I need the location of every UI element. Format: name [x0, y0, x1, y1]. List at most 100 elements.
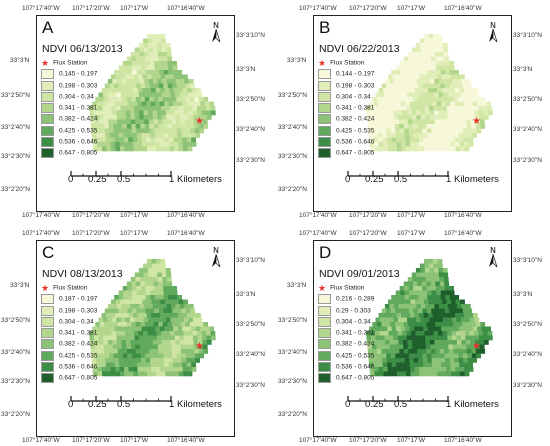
raster-pixel [175, 115, 181, 120]
raster-pixel [170, 110, 176, 116]
raster-pixel [371, 115, 377, 120]
raster-pixel [147, 34, 152, 39]
raster-pixel [440, 65, 446, 71]
raster-pixel [201, 106, 207, 111]
legend-label: 0.304 - 0.34 [336, 93, 371, 101]
raster-pixel [162, 322, 168, 327]
raster-pixel [411, 317, 417, 323]
raster-pixel [437, 313, 442, 318]
raster-pixel [409, 358, 414, 363]
raster-pixel [197, 331, 202, 336]
raster-pixel [140, 128, 146, 134]
raster-pixel [427, 133, 432, 138]
raster-pixel [385, 322, 391, 327]
left-latitude-label: 33°2'20"N [278, 411, 307, 418]
raster-pixel [148, 79, 154, 84]
raster-pixel [444, 56, 450, 62]
raster-pixel [156, 263, 162, 269]
raster-pixel [100, 133, 106, 138]
raster-pixel [449, 286, 454, 291]
raster-pixel [447, 79, 453, 84]
raster-pixel [422, 61, 427, 66]
raster-pixel [410, 142, 415, 147]
raster-pixel [425, 47, 431, 53]
top-longitude-label: 107°17'20"W [72, 230, 110, 237]
raster-pixel [174, 106, 180, 111]
raster-pixel [143, 331, 148, 336]
raster-pixel [481, 101, 487, 107]
raster-pixel [109, 133, 115, 138]
raster-pixel [103, 335, 108, 341]
raster-pixel [381, 349, 387, 354]
raster-pixel [445, 101, 451, 107]
raster-pixel [391, 358, 396, 363]
raster-pixel [420, 263, 425, 269]
raster-pixel [97, 146, 103, 152]
raster-pixel [108, 322, 114, 327]
raster-pixel [113, 97, 119, 102]
raster-pixel [183, 317, 189, 323]
raster-pixel [161, 38, 166, 44]
raster-pixel [137, 101, 142, 107]
raster-pixel [145, 290, 151, 296]
raster-pixel [438, 263, 443, 269]
raster-pixel [161, 263, 166, 269]
scale-label: Kilometers [177, 174, 222, 185]
raster-pixel [441, 326, 446, 332]
raster-pixel [401, 88, 406, 93]
raster-pixel [385, 344, 391, 350]
raster-pixel [440, 290, 446, 296]
raster-pixel [197, 335, 203, 341]
raster-pixel [460, 331, 466, 336]
raster-pixel [400, 326, 406, 332]
raster-pixel [369, 367, 375, 372]
raster-pixel [427, 358, 432, 363]
raster-pixel [461, 79, 467, 84]
raster-pixel [422, 295, 428, 300]
raster-pixel [186, 133, 191, 138]
raster-pixel [168, 65, 173, 71]
raster-pixel [114, 137, 120, 143]
raster-pixel [168, 70, 173, 75]
left-latitude-label: 33°2'30"N [1, 378, 30, 385]
raster-pixel [167, 349, 173, 354]
raster-pixel [171, 97, 177, 102]
raster-pixel [391, 101, 397, 107]
raster-pixel [103, 344, 109, 350]
raster-pixel [407, 344, 413, 350]
raster-pixel [428, 74, 434, 80]
raster-pixel [141, 137, 147, 143]
raster-pixel [156, 74, 161, 80]
raster-pixel [456, 106, 461, 111]
raster-pixel [172, 133, 178, 138]
raster-pixel [372, 124, 378, 129]
raster-pixel [466, 322, 472, 327]
raster-pixel [150, 295, 155, 300]
raster-pixel [421, 97, 427, 102]
raster-pixel [447, 115, 453, 120]
raster-pixel [429, 79, 435, 84]
raster-pixel [387, 137, 392, 143]
raster-pixel [431, 358, 437, 363]
raster-pixel [378, 362, 383, 368]
raster-pixel [416, 119, 422, 125]
raster-pixel [170, 106, 175, 111]
raster-pixel [417, 281, 423, 287]
raster-pixel [128, 101, 133, 107]
raster-pixel [452, 344, 458, 350]
raster-pixel [393, 304, 399, 309]
raster-pixel [416, 344, 422, 350]
raster-pixel [391, 295, 396, 300]
raster-pixel [153, 277, 159, 282]
raster-pixel [151, 367, 156, 372]
scale-bar-line [347, 171, 449, 177]
raster-pixel [404, 295, 410, 300]
raster-pixel [434, 52, 440, 57]
raster-pixel [184, 304, 190, 309]
raster-pixel [435, 322, 441, 327]
raster-pixel [164, 367, 170, 372]
raster-pixel [139, 344, 145, 350]
raster-pixel [106, 313, 111, 318]
raster-pixel [458, 128, 464, 134]
raster-pixel [418, 295, 423, 300]
